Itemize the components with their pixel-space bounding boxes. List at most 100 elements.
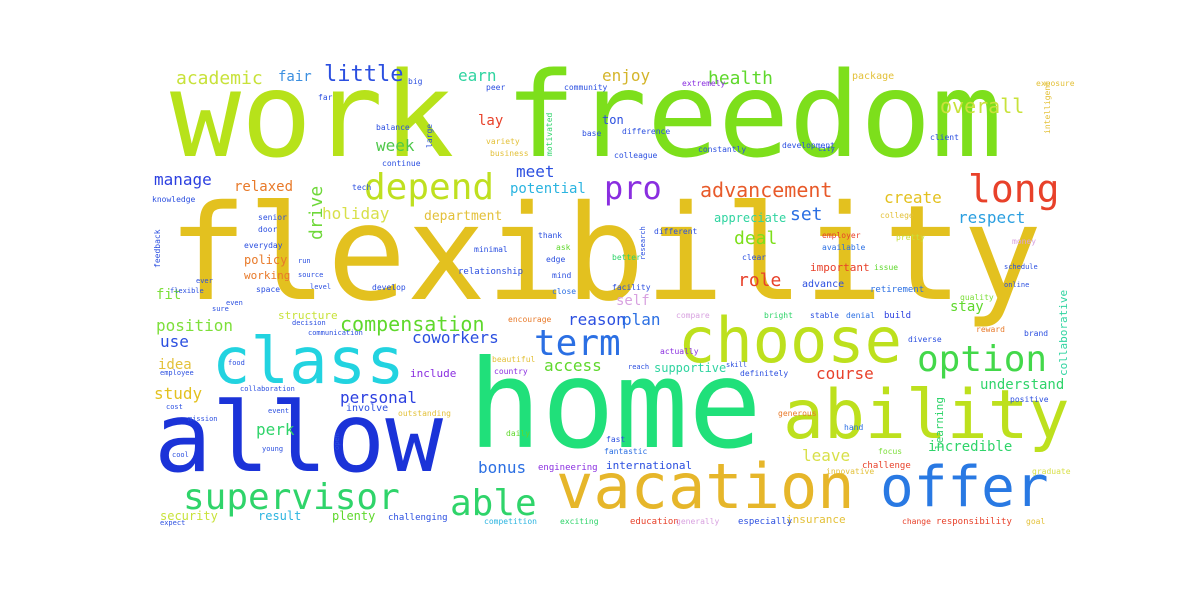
word-intelligent: intelligent	[1043, 81, 1052, 134]
word-leave: leave	[802, 446, 851, 465]
word-close: close	[552, 287, 577, 296]
word-retirement: retirement	[870, 285, 925, 295]
word-fit: fit	[156, 287, 182, 303]
word-facility: facility	[612, 283, 651, 292]
word-definitely: definitely	[740, 369, 789, 378]
word-level: level	[310, 283, 332, 291]
word-supportive: supportive	[654, 361, 727, 375]
word-education: education	[630, 517, 679, 527]
word-security: security	[160, 509, 218, 523]
word-ability: ability	[783, 376, 1070, 455]
word-goal: goal	[1026, 517, 1046, 526]
word-overall: overall	[940, 94, 1025, 118]
word-option: option	[917, 339, 1048, 380]
word-placeholder-a: respect2	[0, 0, 5, 1]
word-fast: fast	[606, 435, 626, 444]
word-able: able	[450, 483, 537, 524]
word-minimal: minimal	[474, 245, 508, 254]
word-research: research	[639, 226, 647, 260]
word-skill: skill	[726, 361, 748, 369]
word-knowledge: knowledge	[152, 195, 196, 204]
word-plan: plan	[622, 310, 661, 329]
word-bright: bright	[764, 311, 793, 320]
word-perk: perk	[256, 420, 295, 439]
word-manage: manage	[154, 170, 212, 189]
word-cool: cool	[172, 451, 189, 459]
word-reach: reach	[628, 363, 650, 371]
word-actually: actually	[660, 347, 699, 356]
word-involve: involve	[346, 403, 389, 414]
word-flexible: flexible	[170, 287, 204, 295]
word-international: international	[606, 459, 693, 472]
word-holiday: holiday	[322, 204, 390, 223]
word-hand: hand	[844, 423, 864, 432]
word-academic: academic	[176, 68, 263, 89]
word-choose: choose	[678, 304, 902, 377]
word-thank: thank	[538, 231, 563, 240]
word-mind: mind	[552, 271, 572, 280]
word-respect: respect	[958, 208, 1026, 227]
word-department: department	[424, 209, 503, 224]
word-flexibility: flexibility	[168, 177, 1043, 331]
word-engineering: engineering	[538, 463, 598, 473]
word-variety: variety	[486, 137, 520, 146]
word-money: money	[1012, 237, 1037, 246]
word-open: open	[333, 433, 341, 450]
word-stay: stay	[950, 299, 984, 315]
word-event: event	[268, 407, 290, 415]
word-motivated: motivated	[545, 112, 554, 156]
word-collaboration: collaboration	[240, 385, 295, 393]
word-appreciate: appreciate	[714, 211, 787, 225]
word-brand: brand	[1024, 329, 1049, 338]
word-base: base	[582, 129, 602, 138]
word-development: development	[782, 141, 835, 150]
word-tech: tech	[352, 183, 372, 192]
word-insurance: insurance	[786, 513, 846, 526]
word-pro: pro	[604, 169, 662, 207]
word-lay: lay	[478, 113, 504, 129]
word-access: access	[544, 356, 602, 375]
word-home: home	[468, 334, 762, 476]
word-package: package	[852, 71, 895, 82]
word-even: even	[226, 299, 243, 307]
word-difference: difference	[622, 127, 671, 136]
word-communication: communication	[308, 329, 363, 337]
word-online: online	[1004, 281, 1030, 289]
word-college: college	[880, 211, 914, 220]
word-colleague: colleague	[614, 151, 658, 160]
word-clear: clear	[742, 253, 767, 262]
word-decision: decision	[292, 319, 326, 327]
word-door: door	[258, 225, 278, 234]
word-structure: structure	[278, 309, 338, 322]
word-schedule: schedule	[1004, 263, 1038, 271]
word-continue: continue	[382, 159, 421, 168]
word-use: use	[160, 332, 189, 351]
word-constantly: constantly	[698, 145, 747, 154]
word-little: little	[324, 62, 404, 87]
word-allow: allow	[154, 382, 443, 494]
word-exciting: exciting	[560, 517, 599, 526]
word-develop: develop	[372, 283, 406, 292]
word-feedback: feedback	[153, 229, 162, 268]
word-work: work	[170, 46, 455, 184]
word-change: change	[902, 517, 931, 526]
word-fair: fair	[278, 69, 312, 85]
word-depend: depend	[364, 167, 495, 208]
word-term: term	[534, 323, 621, 364]
word-generally: generally	[676, 517, 720, 526]
word-business: business	[490, 149, 529, 158]
word-class: class	[212, 325, 405, 399]
word-competition: competition	[484, 517, 537, 526]
word-meet: meet	[516, 162, 555, 181]
word-reason: reason	[568, 310, 626, 329]
word-client: client	[930, 133, 959, 142]
word-outstanding: outstanding	[398, 409, 451, 418]
word-available: available	[822, 243, 866, 252]
word-relaxed: relaxed	[234, 179, 294, 195]
word-ton: ton	[602, 113, 624, 127]
word-far: far	[318, 93, 333, 102]
word-compensation: compensation	[340, 312, 485, 336]
word-idea: idea	[158, 357, 192, 373]
word-potential: potential	[510, 181, 586, 197]
